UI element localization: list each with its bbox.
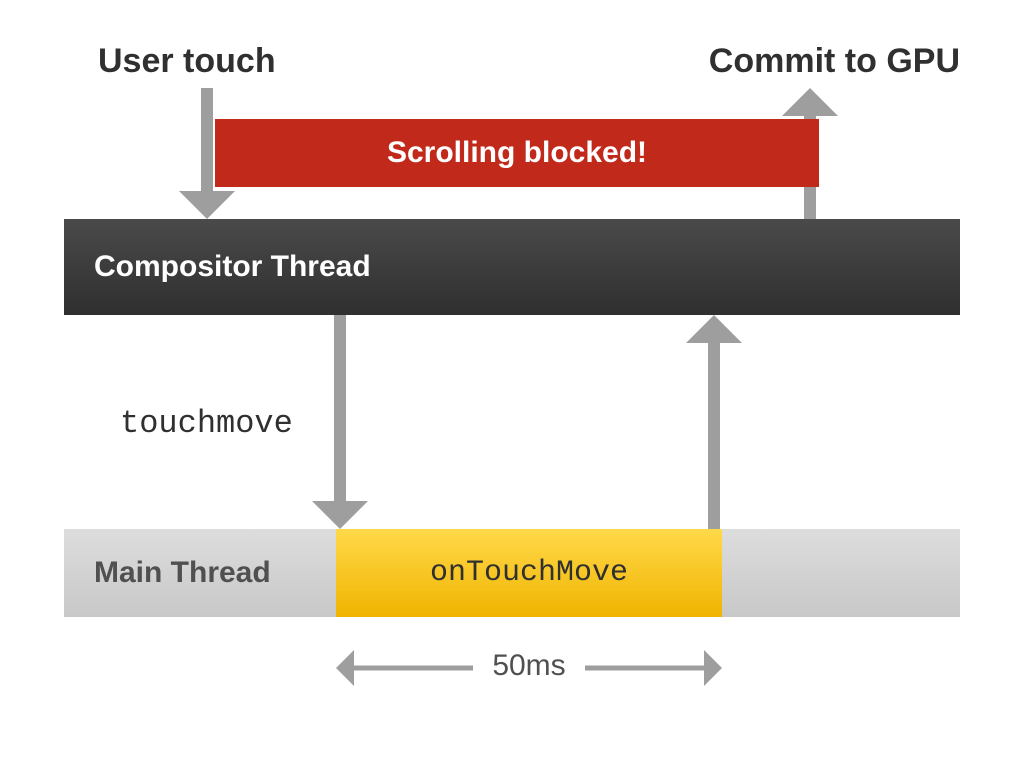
label-scrolling-blocked: Scrolling blocked! bbox=[387, 136, 647, 170]
label-compositor-thread: Compositor Thread bbox=[94, 250, 371, 284]
dimension-arrow-right bbox=[585, 650, 722, 686]
label-touchmove: touchmove bbox=[120, 405, 293, 442]
bar-compositor-thread: Compositor Thread bbox=[64, 219, 960, 315]
bar-ontouchmove-handler: onTouchMove bbox=[336, 529, 722, 617]
label-ontouchmove: onTouchMove bbox=[430, 556, 628, 590]
bar-scrolling-blocked: Scrolling blocked! bbox=[215, 119, 819, 187]
arrow-result-up bbox=[686, 315, 742, 529]
label-user-touch: User touch bbox=[98, 42, 276, 81]
arrow-touchmove-down bbox=[312, 315, 368, 529]
dimension-arrow-left bbox=[336, 650, 473, 686]
label-main-thread: Main Thread bbox=[94, 556, 271, 590]
label-commit-gpu: Commit to GPU bbox=[709, 42, 960, 81]
diagram-canvas: User touch Commit to GPU Scrolling block… bbox=[0, 0, 1024, 768]
label-duration: 50ms bbox=[479, 649, 579, 683]
